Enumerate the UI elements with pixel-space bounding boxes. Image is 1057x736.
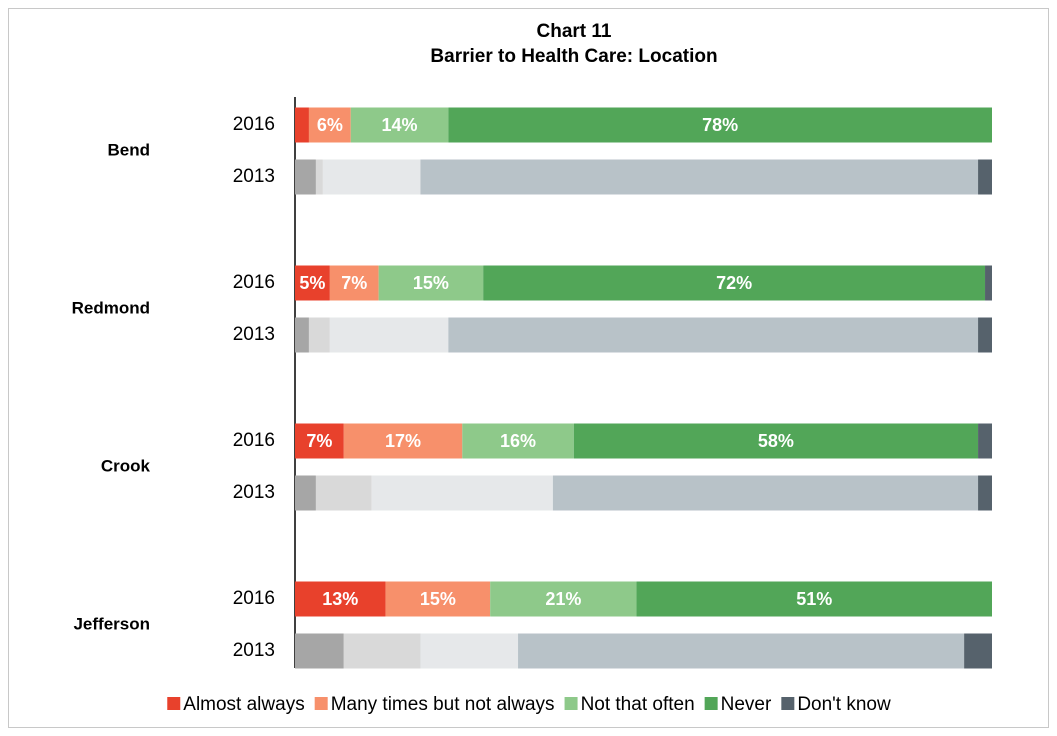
bar-segment — [371, 475, 553, 511]
bar-segment — [295, 423, 344, 459]
y-tick-label: 2016 — [233, 588, 275, 609]
value-label: 13% — [322, 589, 358, 609]
bar-segment — [295, 159, 316, 195]
value-label: 16% — [500, 431, 536, 451]
bar-segment — [518, 633, 965, 669]
legend-swatch — [564, 697, 578, 710]
bar-segment — [343, 423, 463, 459]
chart-title: Chart 11 — [537, 21, 612, 42]
bar-segment — [329, 265, 379, 301]
bar-segment — [420, 159, 979, 195]
y-tick-label: 2013 — [233, 324, 275, 345]
group-label: Jefferson — [73, 614, 150, 633]
group-label: Redmond — [72, 298, 150, 317]
bar-segment — [308, 107, 351, 143]
y-tick-label: 2016 — [233, 430, 275, 451]
bar-segment — [490, 581, 637, 617]
bar-segment — [448, 107, 993, 143]
y-tick-label: 2013 — [233, 482, 275, 503]
y-tick-label: 2013 — [233, 640, 275, 661]
value-label: 15% — [413, 273, 449, 293]
bar-segment — [462, 423, 574, 459]
bar-segment — [295, 317, 309, 353]
bar-segment — [295, 107, 309, 143]
bar-segment — [329, 317, 449, 353]
value-label: 58% — [758, 431, 794, 451]
bar-segment — [552, 475, 979, 511]
bar-segment — [978, 423, 992, 459]
group-label: Bend — [108, 140, 151, 159]
bar-segment — [636, 581, 992, 617]
bar-segment — [978, 475, 992, 511]
y-tick-label: 2016 — [233, 114, 275, 135]
bar-segment — [308, 317, 330, 353]
bar-segment — [978, 159, 992, 195]
bar-segment — [385, 581, 491, 617]
legend-swatch — [781, 697, 795, 710]
y-tick-label: 2013 — [233, 166, 275, 187]
bar-segment — [573, 423, 979, 459]
bar-segment — [964, 633, 992, 669]
bar-segment — [322, 159, 421, 195]
bar-segment — [378, 265, 484, 301]
bar-segment — [315, 475, 372, 511]
legend-swatch — [314, 697, 328, 710]
bar-segment — [420, 633, 519, 669]
value-label: 72% — [716, 273, 752, 293]
bar-segment — [343, 633, 421, 669]
value-label: 21% — [545, 589, 581, 609]
value-label: 51% — [796, 589, 832, 609]
bar-segment — [978, 317, 992, 353]
value-label: 15% — [420, 589, 456, 609]
legend-label: Never — [721, 694, 772, 715]
bar-segment — [448, 317, 979, 353]
bar-segment — [350, 107, 449, 143]
bar-segment — [315, 159, 323, 195]
value-label: 7% — [341, 273, 367, 293]
legend-swatch — [167, 697, 181, 710]
legend-label: Almost always — [183, 694, 304, 715]
legend-swatch — [704, 697, 718, 710]
chart-subtitle: Barrier to Health Care: Location — [430, 46, 717, 67]
bar-segment — [295, 633, 344, 669]
value-label: 14% — [382, 115, 418, 135]
bar-segment — [295, 581, 386, 617]
group-label: Crook — [101, 456, 151, 475]
bar-segment — [483, 265, 986, 301]
legend-label: Not that often — [581, 694, 695, 715]
value-label: 78% — [702, 115, 738, 135]
value-label: 6% — [317, 115, 343, 135]
bar-segment — [985, 265, 992, 301]
value-label: 5% — [299, 273, 325, 293]
legend-label: Many times but not always — [331, 694, 555, 715]
bar-segment — [295, 475, 316, 511]
bar-segment — [295, 265, 330, 301]
y-tick-label: 2016 — [233, 272, 275, 293]
value-label: 17% — [385, 431, 421, 451]
value-label: 7% — [306, 431, 332, 451]
legend-label: Don't know — [797, 694, 891, 715]
